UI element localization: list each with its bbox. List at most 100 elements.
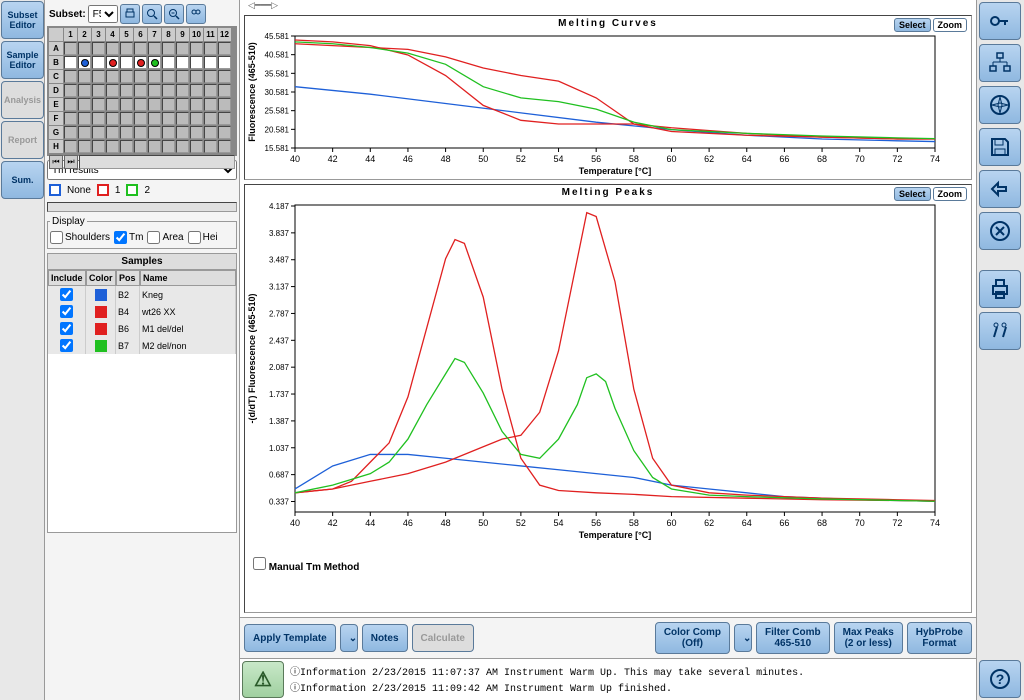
well-D10[interactable] — [190, 84, 203, 97]
well-F8[interactable] — [162, 112, 175, 125]
well-H4[interactable] — [106, 140, 119, 153]
well-E10[interactable] — [190, 98, 203, 111]
tab-sample-editor[interactable]: Sample Editor — [1, 41, 44, 79]
well-A10[interactable] — [190, 42, 203, 55]
table-row[interactable]: B6M1 del/del — [48, 320, 236, 337]
manual-tm-checkbox[interactable]: Manual Tm Method — [253, 562, 359, 573]
well-F4[interactable] — [106, 112, 119, 125]
well-E9[interactable] — [176, 98, 189, 111]
well-E7[interactable] — [148, 98, 161, 111]
well-H12[interactable] — [218, 140, 231, 153]
well-A2[interactable] — [78, 42, 91, 55]
color-comp-button[interactable]: Color Comp(Off) — [655, 622, 730, 654]
well-B4[interactable] — [106, 56, 119, 69]
legend-slider[interactable] — [47, 202, 237, 212]
well-D9[interactable] — [176, 84, 189, 97]
well-B9[interactable] — [176, 56, 189, 69]
table-row[interactable]: B7M2 del/non — [48, 337, 236, 354]
settings-icon[interactable] — [979, 312, 1021, 350]
chart1-zoom-button[interactable]: Zoom — [933, 18, 968, 32]
well-C12[interactable] — [218, 70, 231, 83]
well-G5[interactable] — [120, 126, 133, 139]
well-E1[interactable] — [64, 98, 77, 111]
well-A5[interactable] — [120, 42, 133, 55]
well-H8[interactable] — [162, 140, 175, 153]
well-C10[interactable] — [190, 70, 203, 83]
well-F5[interactable] — [120, 112, 133, 125]
chk-tm[interactable]: Tm — [114, 231, 143, 244]
well-A7[interactable] — [148, 42, 161, 55]
chart2-zoom-button[interactable]: Zoom — [933, 187, 968, 201]
well-F3[interactable] — [92, 112, 105, 125]
well-D4[interactable] — [106, 84, 119, 97]
well-A11[interactable] — [204, 42, 217, 55]
well-G3[interactable] — [92, 126, 105, 139]
well-C6[interactable] — [134, 70, 147, 83]
chk-hei[interactable]: Hei — [188, 231, 218, 244]
well-G4[interactable] — [106, 126, 119, 139]
well-A9[interactable] — [176, 42, 189, 55]
chk-area[interactable]: Area — [147, 231, 183, 244]
well-A8[interactable] — [162, 42, 175, 55]
well-G12[interactable] — [218, 126, 231, 139]
well-E2[interactable] — [78, 98, 91, 111]
well-B8[interactable] — [162, 56, 175, 69]
well-C7[interactable] — [148, 70, 161, 83]
apply-template-dropdown[interactable]: ⌄ — [340, 624, 358, 652]
tab-sum[interactable]: Sum. — [1, 161, 44, 199]
print-icon[interactable] — [979, 270, 1021, 308]
chart1-select-button[interactable]: Select — [894, 18, 931, 32]
well-C1[interactable] — [64, 70, 77, 83]
tab-analysis[interactable]: Analysis — [1, 81, 44, 119]
well-A1[interactable] — [64, 42, 77, 55]
well-F11[interactable] — [204, 112, 217, 125]
table-row[interactable]: B2Kneg — [48, 286, 236, 303]
well-F6[interactable] — [134, 112, 147, 125]
well-C5[interactable] — [120, 70, 133, 83]
well-F1[interactable] — [64, 112, 77, 125]
well-E3[interactable] — [92, 98, 105, 111]
well-D6[interactable] — [134, 84, 147, 97]
well-F10[interactable] — [190, 112, 203, 125]
well-B11[interactable] — [204, 56, 217, 69]
save-icon[interactable] — [979, 128, 1021, 166]
well-A4[interactable] — [106, 42, 119, 55]
well-H5[interactable] — [120, 140, 133, 153]
well-D11[interactable] — [204, 84, 217, 97]
subset-select[interactable]: F5 — [88, 5, 118, 23]
plate-scrollbar[interactable] — [79, 155, 235, 169]
well-F9[interactable] — [176, 112, 189, 125]
well-F7[interactable] — [148, 112, 161, 125]
hybprobe-button[interactable]: HybProbeFormat — [907, 622, 972, 654]
export-icon[interactable] — [979, 170, 1021, 208]
well-C8[interactable] — [162, 70, 175, 83]
close-icon[interactable] — [979, 212, 1021, 250]
well-E12[interactable] — [218, 98, 231, 111]
color-comp-dropdown[interactable]: ⌄ — [734, 624, 752, 652]
well-B5[interactable] — [120, 56, 133, 69]
well-E8[interactable] — [162, 98, 175, 111]
well-B12[interactable] — [218, 56, 231, 69]
well-B3[interactable] — [92, 56, 105, 69]
apply-template-button[interactable]: Apply Template — [244, 624, 336, 652]
well-C4[interactable] — [106, 70, 119, 83]
well-H7[interactable] — [148, 140, 161, 153]
well-G9[interactable] — [176, 126, 189, 139]
tree-icon[interactable] — [979, 44, 1021, 82]
well-D8[interactable] — [162, 84, 175, 97]
well-C2[interactable] — [78, 70, 91, 83]
well-H2[interactable] — [78, 140, 91, 153]
well-E6[interactable] — [134, 98, 147, 111]
well-B2[interactable] — [78, 56, 91, 69]
key-icon[interactable] — [979, 2, 1021, 40]
well-E4[interactable] — [106, 98, 119, 111]
well-E5[interactable] — [120, 98, 133, 111]
well-F12[interactable] — [218, 112, 231, 125]
well-G2[interactable] — [78, 126, 91, 139]
filter-comb-button[interactable]: Filter Comb465-510 — [756, 622, 830, 654]
tab-subset-editor[interactable]: Subset Editor — [1, 1, 44, 39]
chk-shoulders[interactable]: Shoulders — [50, 231, 110, 244]
well-C11[interactable] — [204, 70, 217, 83]
notes-button[interactable]: Notes — [362, 624, 408, 652]
well-F2[interactable] — [78, 112, 91, 125]
